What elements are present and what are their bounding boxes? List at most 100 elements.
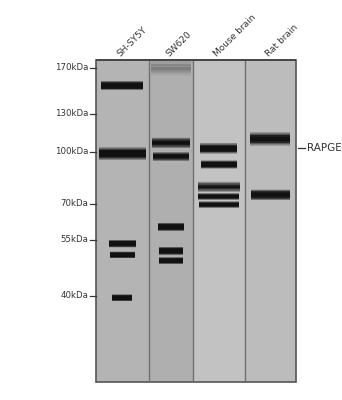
Bar — [198, 189, 240, 190]
Bar — [109, 257, 135, 258]
Bar — [112, 299, 132, 300]
Bar — [251, 196, 290, 197]
Bar — [159, 259, 183, 260]
Bar — [198, 181, 240, 182]
Bar — [153, 157, 189, 158]
Bar — [198, 190, 240, 191]
Bar — [153, 153, 189, 154]
Bar — [158, 223, 184, 224]
Text: 40kDa: 40kDa — [60, 292, 88, 300]
Bar — [198, 193, 239, 194]
Bar — [151, 71, 191, 72]
Bar — [152, 146, 190, 147]
Bar — [151, 67, 191, 68]
Bar — [159, 246, 183, 247]
Text: 130kDa: 130kDa — [55, 110, 88, 118]
Bar — [151, 62, 191, 63]
Bar — [158, 229, 184, 230]
Bar — [151, 68, 191, 69]
Bar — [159, 250, 183, 251]
Bar — [251, 191, 290, 192]
Bar — [198, 185, 240, 186]
Bar — [250, 140, 290, 141]
Bar — [158, 223, 184, 224]
Bar — [198, 194, 239, 195]
Bar — [151, 72, 191, 73]
Bar — [198, 185, 240, 186]
Bar — [198, 189, 240, 190]
Bar — [201, 165, 237, 166]
Bar — [250, 144, 290, 145]
Bar — [101, 82, 144, 83]
Bar — [199, 201, 239, 202]
Bar — [149, 60, 193, 382]
Bar — [152, 147, 190, 148]
Bar — [153, 154, 189, 155]
Bar — [153, 155, 189, 156]
Bar — [153, 158, 189, 159]
Bar — [251, 197, 290, 198]
Bar — [109, 245, 135, 246]
Bar — [153, 160, 189, 161]
Bar — [198, 198, 239, 199]
Bar — [201, 160, 237, 161]
Bar — [200, 153, 237, 154]
Bar — [250, 136, 290, 137]
Bar — [159, 250, 183, 251]
Bar — [153, 160, 189, 161]
Bar — [152, 141, 190, 142]
Bar — [99, 158, 146, 159]
Bar — [198, 187, 240, 188]
Bar — [112, 296, 132, 297]
Bar — [109, 242, 135, 243]
Bar — [152, 140, 190, 141]
Bar — [198, 194, 239, 195]
Bar — [159, 258, 183, 259]
Bar — [250, 143, 290, 144]
Text: SW620: SW620 — [165, 29, 194, 58]
Bar — [112, 297, 132, 298]
Bar — [99, 159, 146, 160]
Bar — [99, 155, 146, 156]
Bar — [109, 255, 135, 256]
Bar — [153, 156, 189, 157]
Bar — [250, 132, 290, 133]
Bar — [159, 260, 183, 261]
Bar — [151, 70, 191, 71]
Bar — [159, 250, 183, 251]
Bar — [198, 186, 240, 187]
Bar — [159, 252, 183, 253]
Bar — [109, 256, 135, 257]
Bar — [158, 224, 184, 225]
Bar — [199, 203, 239, 204]
Bar — [200, 144, 237, 145]
Bar — [199, 205, 239, 206]
Bar — [101, 86, 144, 87]
Bar — [151, 69, 191, 70]
Bar — [201, 161, 237, 162]
Bar — [201, 164, 237, 165]
Bar — [101, 84, 144, 85]
Bar — [199, 206, 239, 207]
Bar — [250, 134, 290, 135]
Bar — [199, 203, 239, 204]
Text: 170kDa: 170kDa — [55, 64, 88, 72]
Bar — [151, 61, 191, 62]
Bar — [201, 160, 237, 161]
Bar — [151, 72, 191, 73]
Bar — [159, 253, 183, 254]
Bar — [153, 159, 189, 160]
Bar — [158, 230, 184, 231]
Bar — [200, 152, 237, 153]
Bar — [152, 138, 190, 139]
Bar — [198, 195, 239, 196]
Bar — [198, 199, 239, 200]
Bar — [199, 206, 239, 207]
Bar — [101, 81, 144, 82]
Bar — [200, 148, 237, 149]
Bar — [153, 153, 189, 154]
Bar — [109, 245, 135, 246]
Bar — [99, 159, 146, 160]
Bar — [99, 155, 146, 156]
Bar — [159, 257, 183, 258]
